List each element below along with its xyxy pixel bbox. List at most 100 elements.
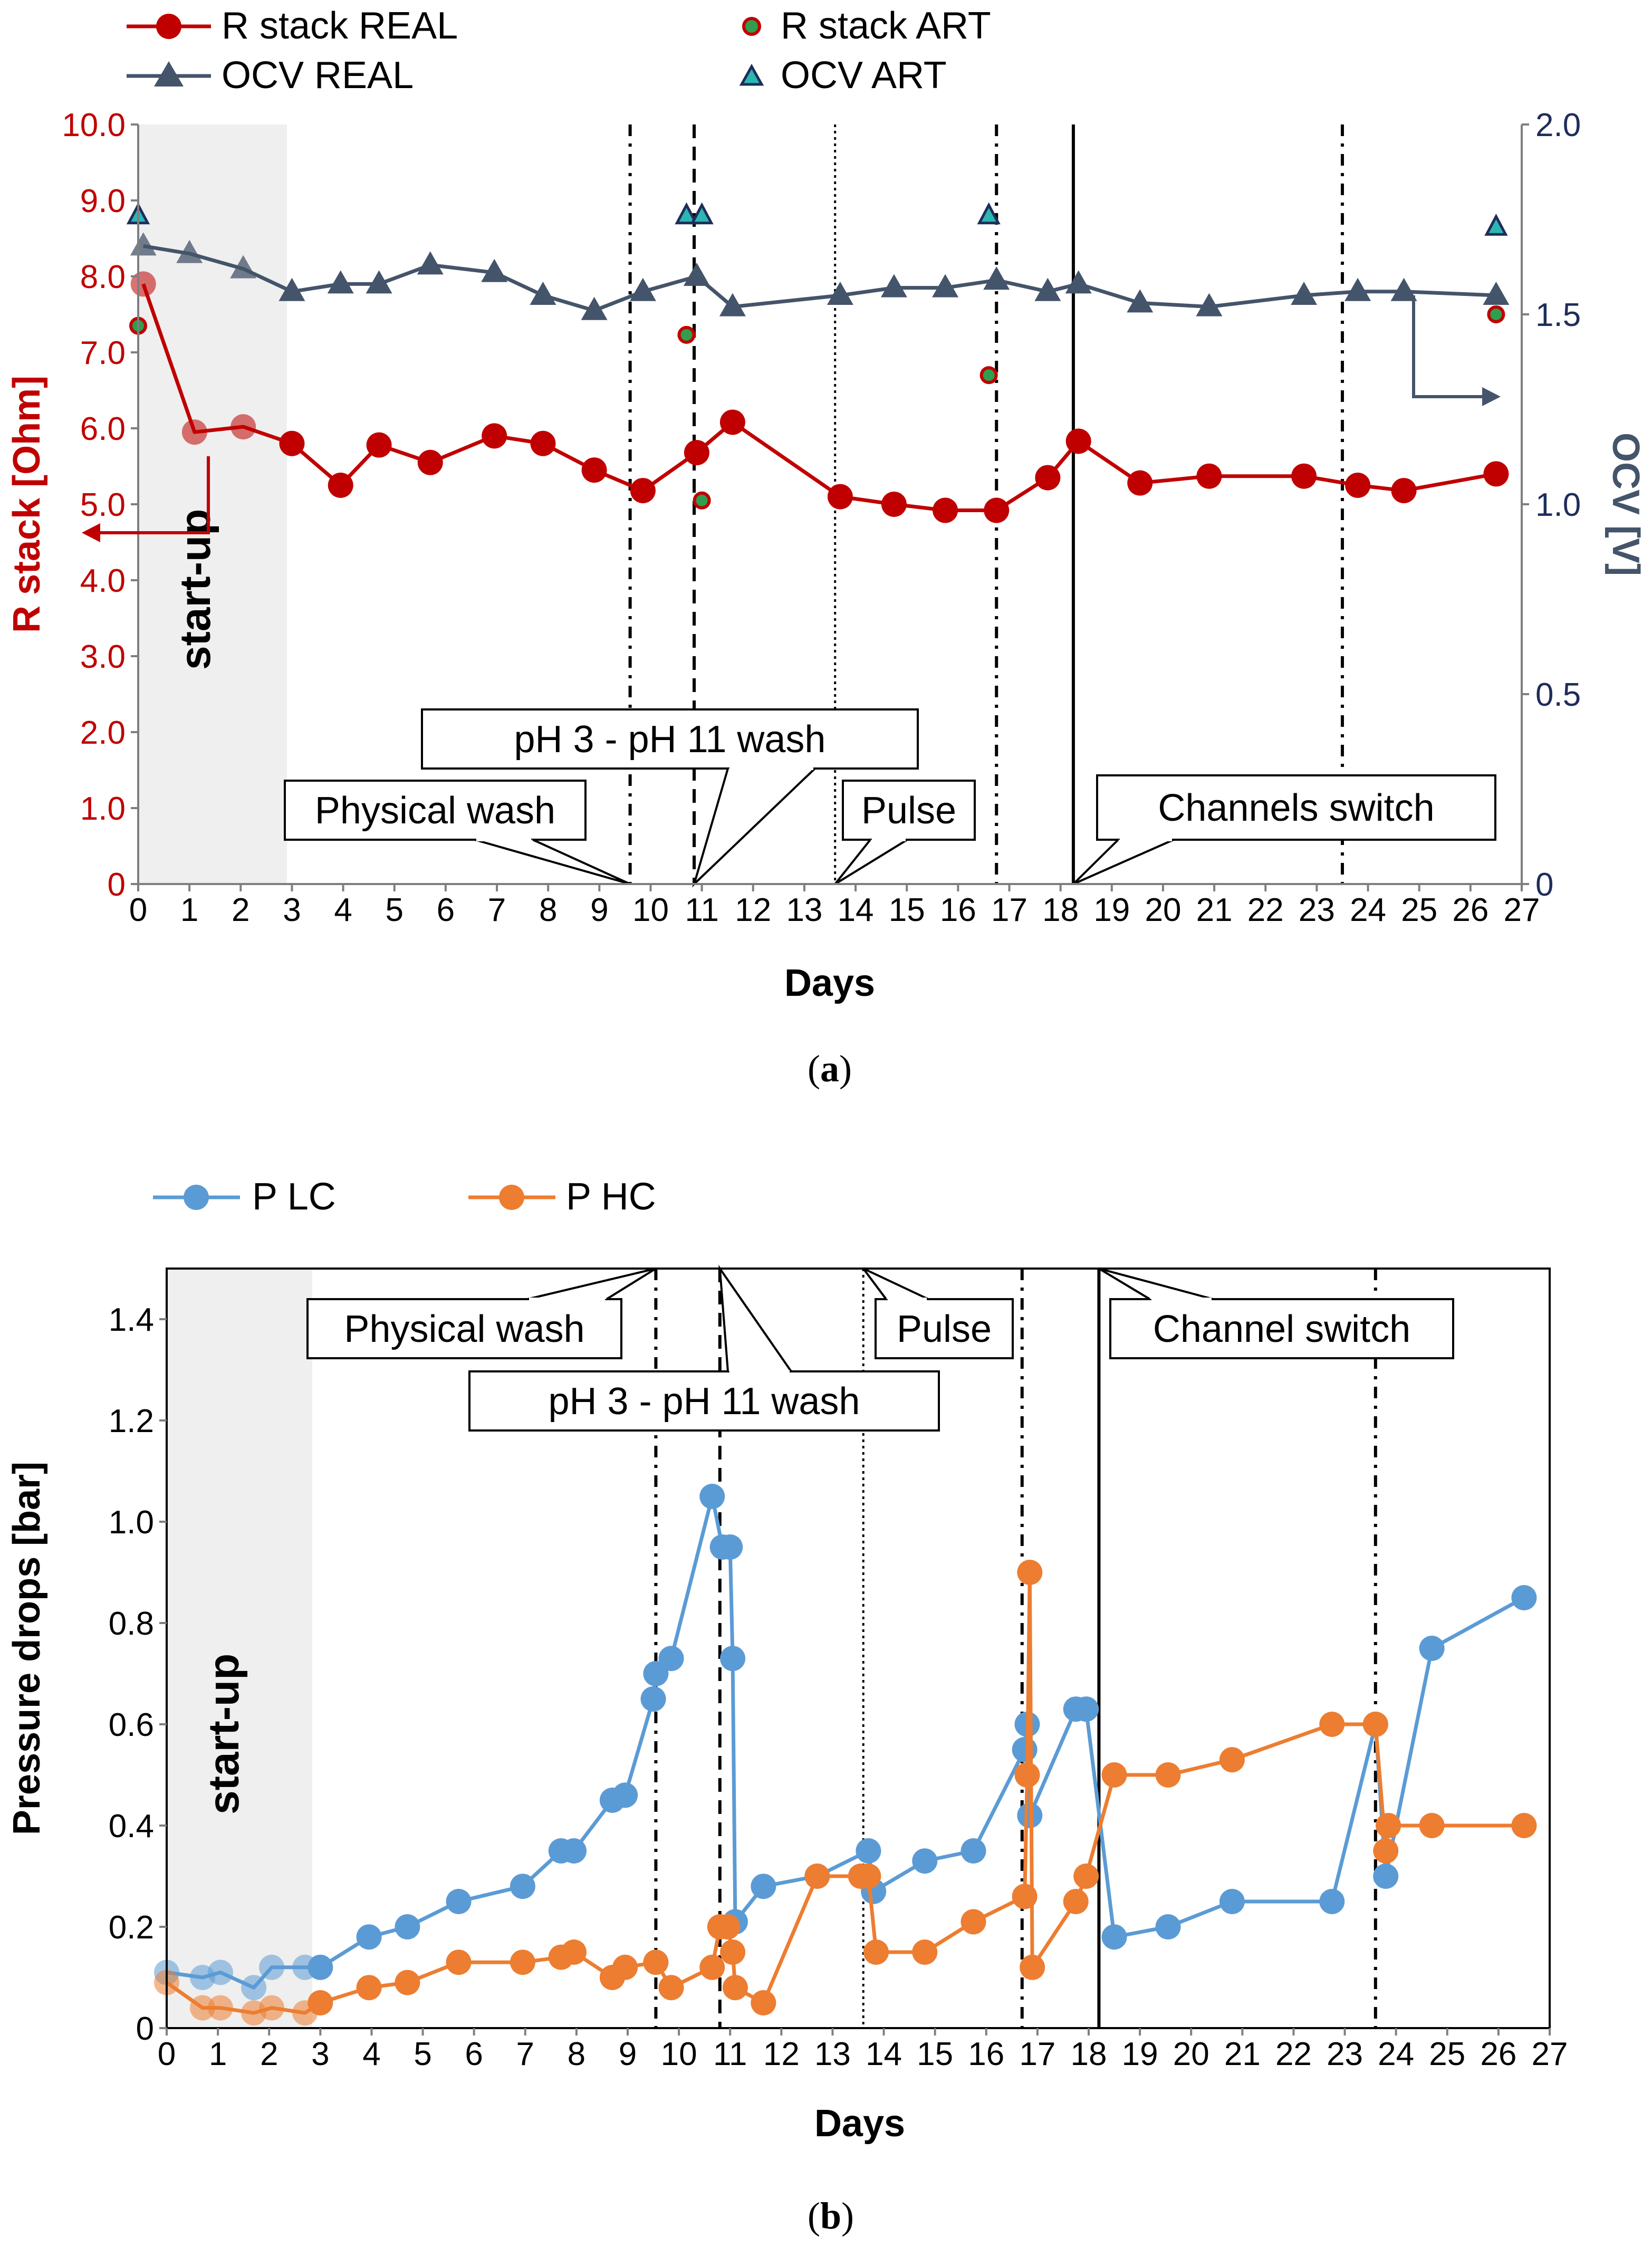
callout-pointer-b-2 xyxy=(862,1267,929,1300)
callout-pointer-b-1 xyxy=(718,1264,792,1372)
plot-frame-b xyxy=(166,1267,1551,2029)
x-tick-label-b: 19 xyxy=(1122,2036,1158,2072)
data-point-p-hc xyxy=(1155,1762,1181,1788)
data-point-r-stack-real xyxy=(581,457,607,483)
data-point-ocv-art xyxy=(1484,214,1508,236)
data-point-ocv-art xyxy=(977,202,1001,225)
x-tick-label-a: 25 xyxy=(1401,892,1437,928)
x-tick-label-b: 22 xyxy=(1275,2036,1312,2072)
legend-r-real: R stack REAL xyxy=(222,5,458,47)
data-point-p-hc xyxy=(1063,1889,1089,1914)
data-point-r-stack-real xyxy=(1196,463,1222,489)
x-tick-label-b: 27 xyxy=(1532,2036,1568,2072)
legend-ocv-art: OCV ART xyxy=(781,54,947,97)
data-point-p-hc xyxy=(699,1954,725,1980)
data-point-p-hc xyxy=(658,1975,684,2001)
data-point-p-hc xyxy=(561,1939,587,1965)
y-axis-title-right-a: OCV [V] xyxy=(1605,433,1647,576)
data-point-ocv-real xyxy=(327,270,354,294)
data-point-p-lc xyxy=(1373,1864,1399,1889)
callout-pointer-a-0 xyxy=(474,839,631,885)
x-tick-label-b: 8 xyxy=(568,2036,585,2072)
callout-label-a-1: pH 3 - pH 11 wash xyxy=(514,718,826,761)
y-tick-label-b: 0.4 xyxy=(109,1808,154,1845)
y-tick-label-a: 4.0 xyxy=(80,563,126,599)
legend-ocv-real-marker xyxy=(154,61,184,87)
x-tick-label-b: 0 xyxy=(158,2036,176,2072)
data-point-r-stack-real xyxy=(984,497,1010,523)
data-point-p-lc xyxy=(699,1484,725,1509)
data-point-r-stack-real xyxy=(827,484,853,510)
y-tick-label-a: 8.0 xyxy=(80,259,126,295)
data-point-p-lc xyxy=(1155,1914,1181,1939)
x-tick-label-a: 23 xyxy=(1299,892,1335,928)
legend-a: R stack REAL R stack ART OCV REAL OCV AR… xyxy=(127,5,991,97)
data-point-r-stack-real xyxy=(1391,478,1417,504)
callout-box-a-2 xyxy=(842,780,976,841)
data-point-p-hc xyxy=(1373,1838,1399,1864)
data-point-r-stack-real xyxy=(684,440,709,466)
data-point-p-lc xyxy=(912,1848,938,1874)
x-tick-label-b: 24 xyxy=(1378,2036,1414,2072)
x-tick-label-a: 2 xyxy=(232,892,249,928)
x-tick-label-a: 4 xyxy=(334,892,352,928)
startup-band-a xyxy=(138,124,287,884)
data-point-ocv-real xyxy=(683,263,710,286)
x-tick-label-a: 20 xyxy=(1145,892,1181,928)
data-point-r-stack-real xyxy=(881,492,907,517)
data-point-p-lc xyxy=(446,1889,472,1914)
callout-pointer-b-0 xyxy=(527,1267,657,1300)
data-point-p-lc xyxy=(1219,1889,1245,1914)
x-tick-label-b: 6 xyxy=(465,2036,483,2072)
x-tick-label-b: 15 xyxy=(917,2036,953,2072)
x-tick-label-a: 6 xyxy=(437,892,455,928)
series-a xyxy=(126,202,1510,523)
x-tick-label-b: 7 xyxy=(516,2036,534,2072)
x-tick-label-a: 27 xyxy=(1504,892,1540,928)
x-tick-label-a: 21 xyxy=(1196,892,1233,928)
y-tick-label-right-a: 1.0 xyxy=(1535,487,1581,523)
data-point-p-hc xyxy=(1376,1813,1401,1838)
data-point-p-lc xyxy=(510,1874,535,1899)
data-point-r-stack-real xyxy=(719,409,745,435)
data-point-ocv-real xyxy=(581,296,608,320)
callout-label-b-4: Channel switch xyxy=(1153,1308,1410,1350)
legend-plc-marker xyxy=(184,1185,209,1210)
x-tick-label-b: 4 xyxy=(362,2036,380,2072)
legend-phc: P HC xyxy=(566,1176,656,1218)
data-point-ocv-real xyxy=(932,274,959,297)
callouts-b: Physical wash pH 3 - pH 11 wash Pulse Chann… xyxy=(306,1264,1454,1432)
y-tick-label-a: 9.0 xyxy=(80,183,126,219)
y-ticks-right-a: 0 0.5 1.0 1.5 2.0 xyxy=(1522,107,1581,903)
x-tick-label-a: 11 xyxy=(685,892,718,928)
data-point-ocv-real xyxy=(176,239,203,263)
series-line-p-lc xyxy=(166,1494,1525,1990)
callout-label-a-2: Pulse xyxy=(861,790,956,832)
data-point-p-hc xyxy=(1014,1762,1040,1788)
x-tick-label-a: 18 xyxy=(1042,892,1079,928)
legend-r-art: R stack ART xyxy=(781,5,991,47)
x-tick-label-b: 23 xyxy=(1327,2036,1363,2072)
y-tick-label-b: 0.2 xyxy=(109,1909,154,1946)
y-tick-label-a: 0 xyxy=(108,867,126,903)
data-point-ocv-real xyxy=(629,277,656,301)
data-point-r-stack-real xyxy=(328,473,353,498)
x-tick-label-a: 19 xyxy=(1093,892,1130,928)
data-point-r-stack-real xyxy=(1127,470,1153,496)
x-tick-label-b: 16 xyxy=(968,2036,1004,2072)
callout-label-b-1: pH 3 - pH 11 wash xyxy=(549,1380,860,1423)
x-tick-label-a: 26 xyxy=(1452,892,1488,928)
data-point-p-hc xyxy=(1073,1864,1099,1889)
data-point-p-hc xyxy=(1511,1813,1537,1838)
callouts-a: Physical wash pH 3 - pH 11 wash Pulse Chann… xyxy=(284,708,1496,888)
x-tick-label-a: 22 xyxy=(1247,892,1284,928)
legend-ocv-art-marker xyxy=(739,63,764,86)
data-point-p-lc xyxy=(751,1874,776,1899)
x-ticks-b: 0 1 2 3 4 5 6 7 8 9 10 11 12 13 14 15 16 17 18 19 20 21 22 23 24… xyxy=(158,2028,1568,2072)
x-tick-label-b: 18 xyxy=(1071,2036,1107,2072)
x-axis-title-b: Days xyxy=(814,2102,905,2145)
legend-r-real-marker xyxy=(156,14,181,39)
data-point-r-stack-real xyxy=(279,430,305,456)
x-tick-label-b: 17 xyxy=(1019,2036,1055,2072)
x-tick-label-a: 16 xyxy=(940,892,976,928)
